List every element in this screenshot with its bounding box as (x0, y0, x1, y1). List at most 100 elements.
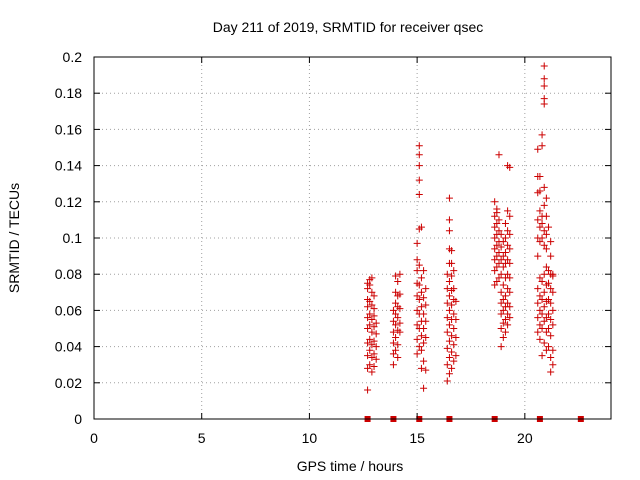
data-point (443, 285, 451, 293)
data-point (536, 292, 544, 300)
data-point (422, 366, 430, 374)
data-point (536, 223, 544, 231)
data-point (443, 344, 451, 352)
data-point (499, 296, 507, 304)
data-point (415, 343, 423, 351)
data-point (364, 325, 372, 332)
data-point (504, 227, 512, 235)
data-point (538, 220, 546, 228)
data-point (392, 310, 400, 318)
data-point (364, 303, 372, 311)
data-point (536, 335, 544, 343)
data-point (396, 270, 404, 278)
data-point (394, 277, 402, 285)
data-point (538, 352, 546, 360)
data-point (445, 321, 453, 329)
data-point (501, 248, 509, 256)
data-point (506, 259, 514, 267)
data-point (540, 183, 548, 191)
data-point (389, 339, 397, 347)
data-point (396, 290, 404, 298)
data-point (545, 267, 553, 275)
data-point (499, 263, 507, 271)
data-point (534, 285, 542, 293)
data-point (415, 191, 423, 199)
data-point (534, 314, 542, 322)
data-point (415, 151, 423, 159)
data-point (538, 325, 546, 332)
data-point (540, 288, 548, 296)
data-point (501, 220, 509, 228)
data-point (452, 315, 460, 323)
data-point (452, 334, 460, 342)
data-point (368, 353, 376, 361)
data-point (450, 325, 458, 332)
data-point (448, 332, 456, 340)
data-point (370, 337, 378, 345)
chart-title: Day 211 of 2019, SRMTID for receiver qse… (213, 19, 484, 35)
data-point (540, 201, 548, 209)
data-point (506, 314, 514, 322)
data-point (413, 321, 421, 329)
data-point (545, 296, 553, 304)
data-point (445, 370, 453, 378)
data-point (495, 151, 503, 159)
y-tick-label: 0.02 (55, 375, 82, 391)
data-point (491, 245, 499, 253)
data-point (504, 299, 512, 307)
data-point (542, 245, 550, 253)
data-point (536, 274, 544, 282)
data-point (501, 234, 509, 242)
x-tick-label: 20 (517, 430, 533, 446)
data-point (536, 187, 544, 195)
data-point (536, 238, 544, 246)
data-point (448, 301, 456, 309)
data-point (497, 270, 505, 278)
data-point (504, 270, 512, 278)
data-point (549, 361, 557, 369)
data-point (372, 330, 380, 338)
data-point (370, 363, 378, 371)
data-point (538, 310, 546, 318)
data-point (540, 270, 548, 278)
data-point (364, 386, 372, 394)
data-point (491, 198, 499, 206)
data-point (491, 281, 499, 289)
data-point (534, 145, 542, 153)
data-point (547, 238, 555, 246)
data-point (534, 328, 542, 336)
y-tick-label: 0.18 (55, 85, 82, 101)
data-point (396, 328, 404, 336)
data-point (422, 285, 430, 293)
data-point (366, 310, 374, 318)
data-point (396, 319, 404, 327)
data-point (364, 339, 372, 347)
data-point (448, 348, 456, 356)
data-point (392, 299, 400, 307)
data-point (501, 315, 509, 323)
y-tick-label: 0.04 (55, 339, 82, 355)
data-point (538, 234, 546, 242)
data-point (366, 361, 374, 369)
data-point (448, 272, 456, 280)
data-point (394, 341, 402, 349)
y-tick-label: 0.16 (55, 121, 82, 137)
data-point (536, 321, 544, 329)
data-point (495, 216, 503, 224)
data-point (534, 216, 542, 224)
y-tick-label: 0.2 (63, 49, 83, 65)
data-point (364, 352, 372, 360)
data-point (497, 288, 505, 296)
data-point (368, 301, 376, 309)
data-point (417, 223, 425, 231)
data-point (389, 306, 397, 314)
data-point (540, 227, 548, 235)
data-point (445, 216, 453, 224)
data-point (540, 62, 548, 70)
data-point (413, 306, 421, 314)
data-point (420, 357, 428, 365)
data-point (422, 301, 430, 309)
data-point (368, 368, 376, 376)
data-point (493, 277, 501, 285)
